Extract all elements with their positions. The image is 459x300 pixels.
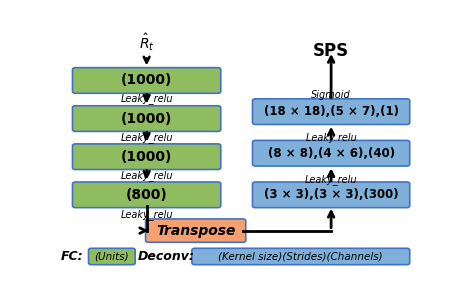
FancyBboxPatch shape [73,182,220,208]
FancyBboxPatch shape [73,106,220,131]
Text: Leaky relu: Leaky relu [305,133,356,142]
FancyBboxPatch shape [252,140,409,166]
Text: (800): (800) [125,188,167,202]
Text: FC:: FC: [60,250,83,263]
Text: (Kernel size)(Strides)(Channels): (Kernel size)(Strides)(Channels) [218,251,382,262]
Text: (8 × 8),(4 × 6),(40): (8 × 8),(4 × 6),(40) [267,147,394,160]
Text: (1000): (1000) [121,74,172,88]
Text: Leaky_relu: Leaky_relu [304,174,357,185]
Text: Leaky_relu: Leaky_relu [120,209,173,220]
Text: $\hat{R}_t$: $\hat{R}_t$ [138,32,154,53]
Text: Deconv:: Deconv: [137,250,194,263]
FancyBboxPatch shape [145,219,245,242]
FancyBboxPatch shape [88,248,135,265]
Text: Transpose: Transpose [156,224,235,238]
Text: SPS: SPS [313,42,348,60]
Text: Leaky_relu: Leaky_relu [120,170,173,182]
FancyBboxPatch shape [252,99,409,124]
Text: (18 × 18),(5 × 7),(1): (18 × 18),(5 × 7),(1) [263,105,398,118]
Text: (Units): (Units) [95,251,129,262]
FancyBboxPatch shape [252,182,409,208]
FancyBboxPatch shape [191,248,409,265]
Text: Sigmoid: Sigmoid [311,90,350,100]
FancyBboxPatch shape [73,144,220,170]
FancyBboxPatch shape [73,68,220,93]
Text: Leaky_relu: Leaky_relu [120,93,173,104]
Text: (1000): (1000) [121,112,172,126]
Text: (1000): (1000) [121,150,172,164]
Text: Leaky_relu: Leaky_relu [120,132,173,143]
Text: (3 × 3),(3 × 3),(300): (3 × 3),(3 × 3),(300) [263,188,397,201]
